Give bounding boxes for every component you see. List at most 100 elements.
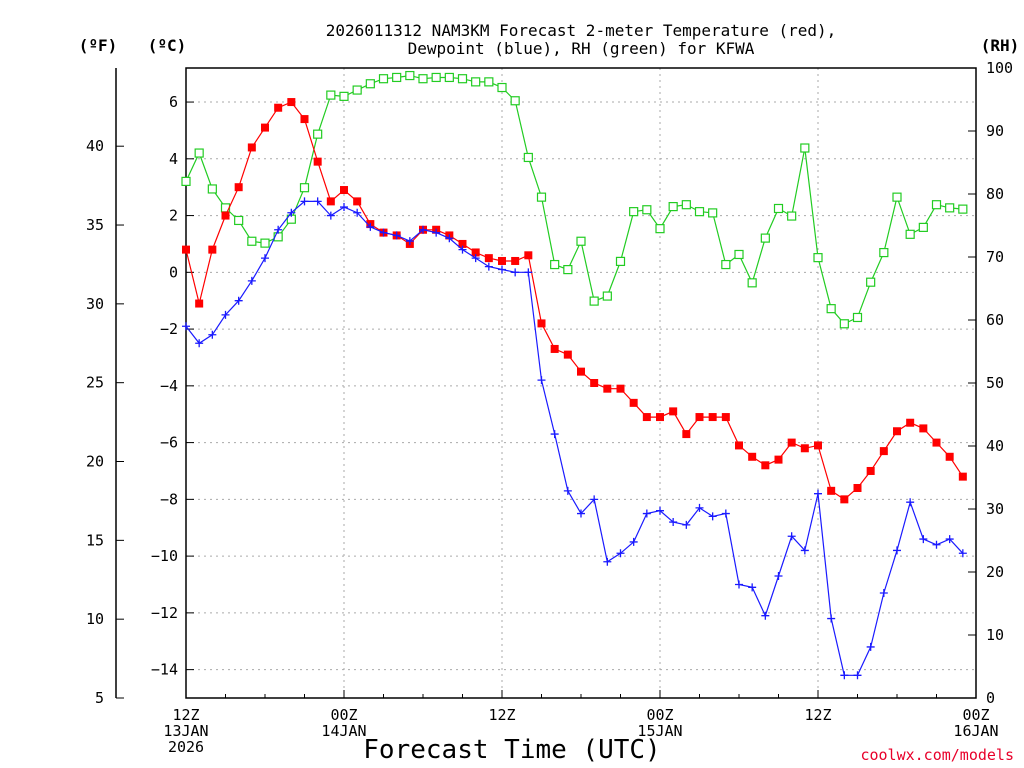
temperature-point	[932, 438, 941, 447]
rh-point	[313, 129, 323, 139]
rh-unit-label: (RH)	[981, 36, 1020, 55]
series-rh	[181, 70, 968, 329]
x-tick-label: 00Z	[646, 706, 673, 724]
dewpoint-point	[708, 512, 717, 521]
temperature-point	[313, 157, 322, 166]
temperature-point	[669, 407, 678, 416]
temperature-point	[300, 115, 309, 124]
dewpoint-point	[511, 268, 520, 277]
dewpoint-point	[274, 225, 283, 234]
rh-point	[497, 82, 507, 93]
rh-point	[431, 72, 441, 83]
temperature-point	[353, 197, 362, 206]
temperature-line	[185, 101, 964, 501]
temperature-point	[511, 256, 520, 265]
f-tick-label: 10	[86, 610, 104, 628]
temperature-point	[721, 413, 730, 422]
x-tick-label: 00Z	[330, 706, 357, 724]
rh-point	[260, 238, 270, 248]
dewpoint-point	[616, 549, 625, 558]
rh-point	[444, 72, 454, 83]
rh-tick-label: 60	[986, 311, 1004, 329]
rh-point	[392, 72, 402, 83]
dewpoint-point	[471, 254, 480, 263]
temperature-point	[656, 413, 664, 422]
x-tick-label: 12Z	[488, 706, 515, 724]
temperature-point	[814, 441, 822, 450]
rh-point	[563, 265, 573, 275]
dewpoint-point	[853, 671, 862, 680]
temperature-point	[261, 123, 269, 132]
dewpoint-point	[458, 245, 467, 254]
temperature-point	[287, 98, 296, 107]
rh-point	[879, 247, 889, 258]
chart-title-line1: 2026011312 NAM3KM Forecast 2-meter Tempe…	[326, 21, 837, 40]
temperature-point	[603, 384, 612, 393]
rh-point	[773, 203, 784, 214]
dewpoint-point	[419, 225, 427, 234]
dewpoint-point	[735, 580, 743, 589]
rh-point	[194, 148, 204, 158]
c-tick-label: 2	[169, 207, 178, 225]
temperature-point	[708, 413, 717, 422]
rh-point	[800, 143, 810, 153]
rh-point	[326, 90, 336, 100]
dewpoint-point	[379, 228, 388, 237]
celsius-unit-label: (ºC)	[148, 36, 187, 55]
x-tick-label: 00Z	[962, 706, 989, 724]
dewpoint-point	[524, 268, 533, 277]
rh-point	[708, 208, 718, 218]
dewpoint-point	[432, 228, 441, 237]
rh-point	[642, 205, 652, 215]
temperature-point	[629, 398, 638, 407]
f-tick-label: 30	[86, 295, 104, 313]
rh-point	[378, 74, 389, 84]
dewpoint-point	[405, 237, 414, 246]
rh-tick-label: 10	[986, 626, 1004, 644]
temperature-point	[182, 245, 190, 254]
rh-point	[576, 236, 586, 246]
c-tick-label: 0	[169, 263, 178, 281]
x-tick-label: 2026	[168, 738, 204, 756]
dewpoint-point	[287, 208, 296, 217]
dewpoint-point	[840, 671, 849, 680]
rh-point	[615, 256, 626, 267]
rh-point	[484, 77, 494, 87]
temperature-point	[853, 484, 862, 492]
c-tick-label: −8	[160, 490, 178, 508]
rh-tick-label: 100	[986, 59, 1013, 77]
x-axis-title: Forecast Time (UTC)	[363, 735, 660, 765]
dewpoint-point	[366, 222, 375, 231]
temperature-point	[761, 461, 770, 470]
rh-point	[405, 70, 415, 81]
temperature-point	[563, 350, 572, 359]
rh-point	[299, 183, 310, 193]
x-tick-label: 12Z	[172, 706, 199, 724]
x-tick-label: 12Z	[804, 706, 831, 724]
c-tick-label: −14	[151, 661, 178, 679]
rh-point	[602, 291, 612, 301]
rh-point	[339, 91, 349, 101]
dewpoint-point	[234, 296, 243, 305]
rh-tick-label: 90	[986, 122, 1004, 140]
rh-point	[760, 233, 770, 243]
rh-point	[247, 236, 257, 246]
rh-point	[734, 249, 744, 260]
dewpoint-point	[958, 549, 967, 558]
dewpoint-point	[550, 430, 559, 439]
temperature-point	[550, 344, 559, 353]
rh-point	[747, 278, 757, 288]
fahrenheit-unit-label: (ºF)	[79, 36, 118, 55]
temperature-point	[827, 486, 836, 495]
dewpoint-point	[787, 532, 796, 541]
rh-point	[365, 79, 375, 89]
dewpoint-point	[721, 509, 730, 518]
dewpoint-point	[906, 498, 915, 507]
rh-point	[892, 192, 902, 202]
grid-lines	[186, 68, 976, 698]
rh-point	[905, 229, 915, 239]
rh-point	[207, 184, 217, 194]
f-tick-label: 15	[86, 531, 104, 549]
c-tick-label: −6	[160, 434, 178, 452]
